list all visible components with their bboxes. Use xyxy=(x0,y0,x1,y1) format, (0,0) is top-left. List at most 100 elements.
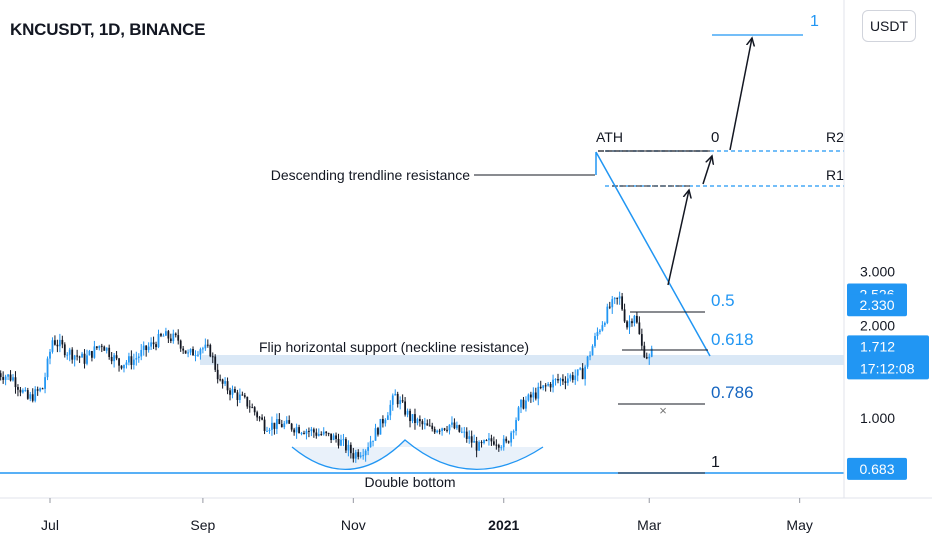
candle-body xyxy=(209,344,212,357)
candle-body xyxy=(613,297,616,300)
candle-body xyxy=(359,455,362,457)
candle-body xyxy=(268,429,271,431)
y-tick-label: 2.000 xyxy=(860,318,895,334)
candle-body xyxy=(169,338,172,342)
candle-body xyxy=(36,389,39,391)
candle-body xyxy=(216,369,219,380)
candle-body xyxy=(110,356,113,362)
x-tick-label: Mar xyxy=(637,517,661,533)
candle-body xyxy=(322,431,325,435)
candle-body xyxy=(497,445,500,448)
price-tag-label: 2.330 xyxy=(859,297,894,313)
price-tag-label: 0.683 xyxy=(859,461,894,477)
x-tick-label: Nov xyxy=(341,517,366,533)
candle-body xyxy=(251,407,254,409)
candle-body xyxy=(295,427,298,433)
candle-body xyxy=(58,339,61,347)
candle-body xyxy=(586,356,589,367)
candle-body xyxy=(177,335,180,341)
candle-body xyxy=(332,435,335,440)
candle-body xyxy=(571,375,574,380)
candle-body xyxy=(352,453,355,459)
candle-body xyxy=(529,394,532,398)
candle-body xyxy=(283,423,286,428)
candle-body xyxy=(76,355,79,357)
candle-body xyxy=(475,441,478,451)
currency-button[interactable]: USDT xyxy=(862,10,916,42)
candle-body xyxy=(562,378,564,382)
candle-body xyxy=(12,377,14,381)
candle-body xyxy=(342,439,345,441)
candle-body xyxy=(455,425,458,429)
candle-body xyxy=(17,387,19,390)
candle-body xyxy=(478,442,480,451)
candle-body xyxy=(446,429,448,431)
candle-body xyxy=(273,422,276,429)
candle-body xyxy=(621,296,624,310)
candle-body xyxy=(431,425,434,429)
candle-body xyxy=(488,438,490,441)
candle-body xyxy=(492,441,495,445)
fib-1-label: 1 xyxy=(711,454,720,471)
candle-body xyxy=(226,381,229,391)
candle-body xyxy=(547,383,550,386)
candle-body xyxy=(39,388,42,391)
candle-body xyxy=(436,430,439,433)
candle-body xyxy=(409,410,411,422)
candle-body xyxy=(411,414,414,422)
candle-body xyxy=(115,355,118,359)
candle-body xyxy=(46,358,49,378)
flip-support-zone xyxy=(200,355,844,365)
candle-body xyxy=(603,322,606,326)
candle-body xyxy=(564,381,567,383)
candle-body xyxy=(537,386,540,399)
candle-body xyxy=(441,428,443,432)
candle-body xyxy=(460,431,463,433)
candle-body xyxy=(24,390,27,392)
candle-body xyxy=(640,334,643,346)
candle-body xyxy=(532,392,535,398)
candle-body xyxy=(599,330,601,332)
candle-body xyxy=(581,368,584,380)
candle-body xyxy=(579,368,582,370)
candle-body xyxy=(399,400,402,405)
candle-body xyxy=(145,345,148,351)
candle-body xyxy=(108,347,111,357)
candle-body xyxy=(0,373,2,378)
candle-body xyxy=(337,438,340,446)
candle-body xyxy=(204,344,207,349)
x-axis: Jul Sep Nov 2021 Mar May xyxy=(41,498,813,533)
candle-body xyxy=(172,333,175,342)
candle-body xyxy=(51,340,54,352)
candle-body xyxy=(495,444,498,446)
candle-body xyxy=(83,353,86,364)
candle-body xyxy=(372,440,374,442)
candle-body xyxy=(643,345,646,358)
fib-0786-label: 0.786 xyxy=(711,383,754,402)
candle-body xyxy=(433,428,436,433)
candle-body xyxy=(463,431,466,433)
candle-body xyxy=(187,352,189,354)
candle-body xyxy=(648,356,651,359)
candle-body xyxy=(86,355,88,364)
candle-body xyxy=(386,415,389,420)
label-r1: R1 xyxy=(826,167,844,183)
candle-body xyxy=(184,350,187,354)
candle-body xyxy=(275,419,278,429)
candle-body xyxy=(589,355,591,357)
candle-body xyxy=(470,436,473,443)
arrow-2 xyxy=(702,156,712,185)
candle-body xyxy=(128,356,130,363)
candle-body xyxy=(534,392,537,399)
candle-body xyxy=(406,410,409,415)
candle-body xyxy=(160,333,162,336)
candle-body xyxy=(2,377,5,380)
price-tag xyxy=(847,457,907,480)
arrow-3 xyxy=(729,38,752,151)
candle-body xyxy=(574,375,577,380)
candle-body xyxy=(142,345,145,351)
candle-body xyxy=(391,395,394,405)
candle-body xyxy=(98,345,101,349)
double-bottom-shape xyxy=(291,439,544,471)
